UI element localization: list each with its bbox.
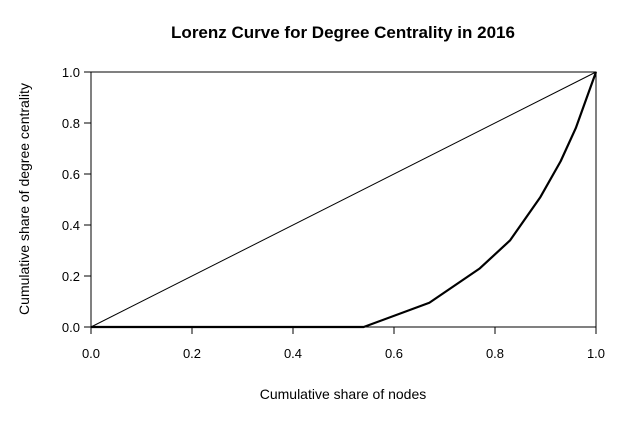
y-tick-label: 0.8 <box>62 116 80 131</box>
y-axis-label: Cumulative share of degree centrality <box>16 83 32 315</box>
y-tick-label: 0.2 <box>62 269 80 284</box>
x-tick-label: 0.6 <box>385 346 403 361</box>
lorenz-curve-line <box>91 71 598 329</box>
chart-title: Lorenz Curve for Degree Centrality in 20… <box>171 23 515 42</box>
series-layer <box>90 71 598 329</box>
y-tick-label: 0.6 <box>62 167 80 182</box>
x-tick-label: 0.2 <box>183 346 201 361</box>
y-tick-label: 1.0 <box>62 65 80 80</box>
y-axis: 0.0 0.2 0.4 0.6 0.8 1.0 <box>62 65 91 335</box>
y-tick-label: 0.0 <box>62 320 80 335</box>
x-tick-label: 0.4 <box>284 346 302 361</box>
x-tick-label: 1.0 <box>587 346 605 361</box>
x-axis: 0.0 0.2 0.4 0.6 0.8 1.0 <box>82 327 605 361</box>
x-tick-label: 0.0 <box>82 346 100 361</box>
equality-line <box>90 71 597 328</box>
y-tick-label: 0.4 <box>62 218 80 233</box>
x-axis-label: Cumulative share of nodes <box>260 386 427 402</box>
x-tick-label: 0.8 <box>486 346 504 361</box>
